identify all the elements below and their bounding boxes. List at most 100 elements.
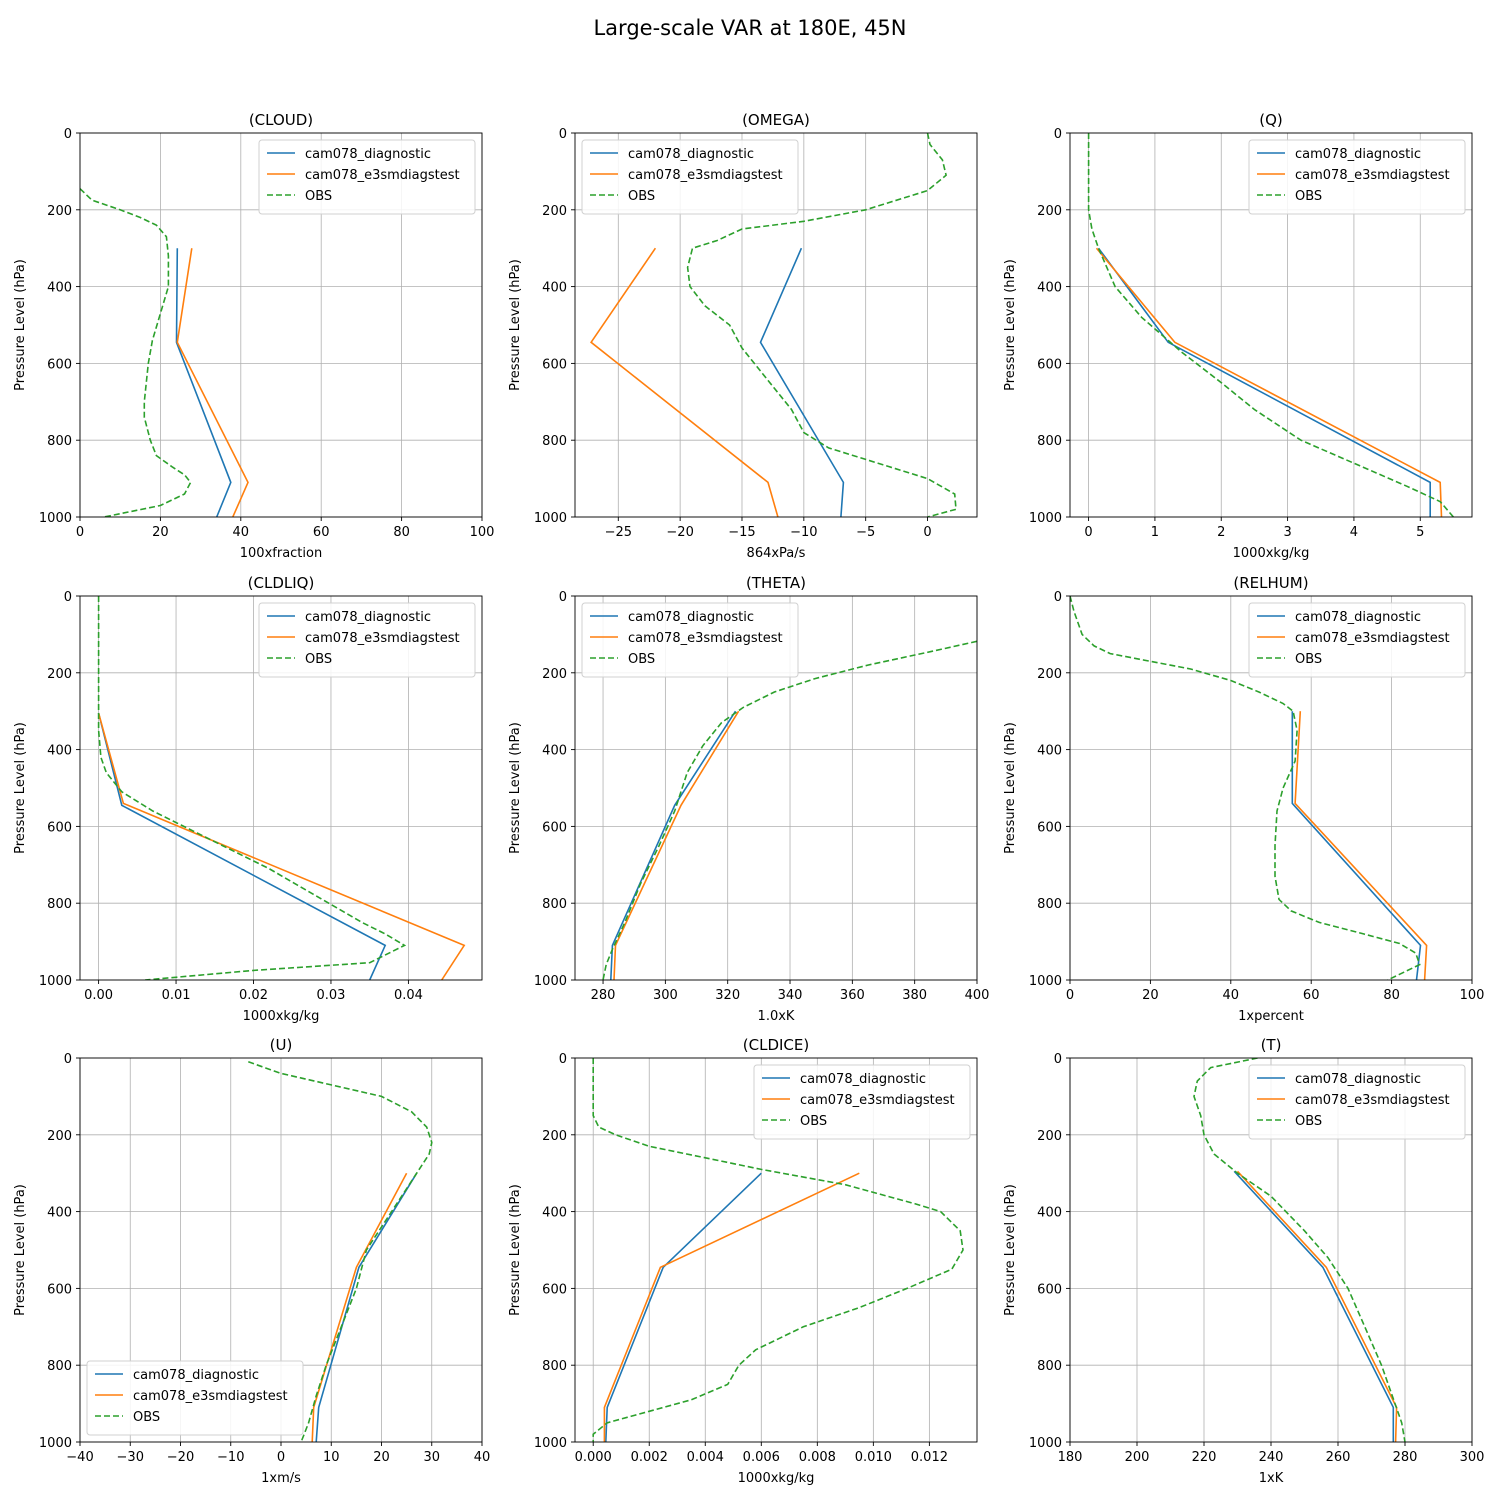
series-line-obs (1087, 133, 1455, 517)
y-tick-label: 1000 (1029, 511, 1062, 526)
x-tick-label: 30 (423, 1450, 440, 1465)
y-tick-label: 400 (542, 744, 567, 759)
y-tick-label: 200 (1037, 1129, 1062, 1144)
x-tick-label: 180 (1058, 1450, 1083, 1465)
y-tick-label: 0 (559, 590, 567, 605)
y-tick-label: 600 (542, 1282, 567, 1297)
series-line-obs (1193, 1058, 1406, 1442)
y-tick-label: 400 (1037, 1206, 1062, 1221)
legend-label: OBS (628, 189, 655, 204)
legend: cam078_diagnostic cam078_e3smdiagstest OBS (258, 602, 476, 678)
x-tick-label: 100 (470, 525, 495, 540)
subplot-title: (CLDLIQ) (248, 574, 315, 592)
y-axis-label: Pressure Level (hPa) (13, 259, 28, 391)
plot-frame (1069, 132, 1473, 518)
subplot-title: (U) (270, 1036, 293, 1054)
subplot-title: (OMEGA) (742, 111, 810, 129)
y-tick-label: 0 (1054, 127, 1062, 142)
x-tick-label: 240 (1259, 1450, 1284, 1465)
x-axis-label: 1.0xK (758, 1009, 795, 1024)
legend-label: cam078_e3smdiagstest (1295, 631, 1450, 646)
x-tick-label: 0.01 (162, 988, 191, 1003)
x-tick-label: 40 (233, 525, 250, 540)
series-line-e3smdiagstest (1095, 247, 1443, 517)
x-tick-label: 0.012 (911, 1450, 948, 1465)
subplot-title: (CLDICE) (743, 1036, 809, 1054)
legend-label: cam078_diagnostic (628, 147, 754, 162)
x-tick-label: 4 (1350, 525, 1358, 540)
y-tick-label: 0 (1054, 1052, 1062, 1067)
subplot-title: (T) (1261, 1036, 1282, 1054)
legend-label: OBS (133, 1410, 160, 1425)
y-tick-label: 600 (542, 357, 567, 372)
legend-label: cam078_diagnostic (628, 610, 754, 625)
x-tick-label: −25 (605, 525, 632, 540)
x-tick-label: −40 (66, 1450, 93, 1465)
x-tick-label: −10 (217, 1450, 244, 1465)
series-line-e3smdiagstest (1236, 1170, 1398, 1442)
x-tick-label: −15 (728, 525, 755, 540)
subplot-title: (THETA) (746, 574, 806, 592)
y-tick-label: 600 (1037, 1282, 1062, 1297)
y-tick-label: 800 (47, 897, 72, 912)
legend-label: cam078_e3smdiagstest (1295, 168, 1450, 183)
x-tick-label: 0 (76, 525, 84, 540)
series-line-obs (1070, 596, 1421, 980)
legend-label: OBS (305, 189, 332, 204)
subplot-theta: 280 300 320 340 360 380 400 0 200 400 600 800 1000 (T… (508, 574, 989, 1024)
y-tick-label: 200 (47, 667, 72, 682)
legend-label: cam078_diagnostic (1295, 1072, 1421, 1087)
plot-frame (79, 132, 483, 518)
x-tick-label: 2 (1217, 525, 1225, 540)
series-line-e3smdiagstest (311, 1172, 408, 1442)
subplot-cldice: 0.000 0.002 0.004 0.006 0.008 0.010 0.012 0 200 4… (508, 1036, 978, 1486)
series-line-obs (592, 1058, 964, 1442)
y-tick-label: 800 (1037, 897, 1062, 912)
subplot-title: (RELHUM) (1233, 574, 1308, 592)
y-tick-label: 200 (1037, 204, 1062, 219)
y-axis-label: Pressure Level (hPa) (508, 259, 523, 391)
legend: cam078_diagnostic cam078_e3smdiagstest OBS (1248, 1064, 1466, 1140)
y-tick-label: 400 (47, 1206, 72, 1221)
y-tick-label: 1000 (534, 974, 567, 989)
y-tick-label: 1000 (39, 974, 72, 989)
series-line-obs (248, 1061, 433, 1442)
legend-label: OBS (800, 1114, 827, 1129)
legend-label: cam078_e3smdiagstest (628, 168, 783, 183)
series-line-e3smdiagstest (176, 248, 249, 517)
subplot-omega: −25 −20 −15 −10 −5 0 0 200 400 600 800 1000 (OMEGA) 8… (508, 111, 978, 561)
series-line-diagnostic (175, 248, 232, 517)
legend-label: cam078_diagnostic (305, 147, 431, 162)
y-tick-label: 400 (47, 281, 72, 296)
x-tick-label: −20 (666, 525, 693, 540)
y-tick-label: 200 (1037, 667, 1062, 682)
legend-label: OBS (305, 652, 332, 667)
y-axis-label: Pressure Level (hPa) (508, 722, 523, 854)
x-tick-label: 20 (1142, 988, 1159, 1003)
y-tick-label: 600 (1037, 357, 1062, 372)
y-tick-label: 800 (542, 434, 567, 449)
legend: cam078_diagnostic cam078_e3smdiagstest OBS (753, 1064, 971, 1140)
y-tick-label: 400 (542, 1206, 567, 1221)
x-tick-label: 0.03 (316, 988, 345, 1003)
x-tick-label: 0 (923, 525, 931, 540)
y-tick-label: 600 (542, 820, 567, 835)
subplot-cloud: 0 20 40 60 80 10002004006008001000(CLOUD)100x… (13, 111, 494, 561)
y-tick-label: 0 (1054, 590, 1062, 605)
y-tick-label: 600 (1037, 820, 1062, 835)
subplot-relhum: 0 20 40 60 80 10002004006008001000(RELHUM)1xp… (1003, 574, 1484, 1024)
y-tick-label: 600 (47, 1282, 72, 1297)
plot-frame (574, 595, 978, 981)
y-tick-label: 0 (64, 590, 72, 605)
x-tick-label: 0.000 (575, 1450, 612, 1465)
y-tick-label: 0 (64, 127, 72, 142)
x-axis-label: 1xK (1259, 1471, 1284, 1486)
y-tick-label: 200 (542, 204, 567, 219)
x-tick-label: −10 (790, 525, 817, 540)
series-line-diagnostic (97, 712, 387, 980)
x-axis-label: 1xpercent (1238, 1009, 1304, 1024)
legend-label: cam078_diagnostic (800, 1072, 926, 1087)
legend-label: OBS (1295, 189, 1322, 204)
series-line-diagnostic (759, 247, 845, 517)
y-tick-label: 1000 (39, 1436, 72, 1451)
